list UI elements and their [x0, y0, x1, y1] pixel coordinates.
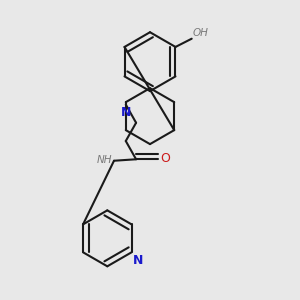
Text: O: O	[160, 152, 170, 165]
Text: OH: OH	[193, 28, 208, 38]
Text: N: N	[133, 254, 143, 267]
Text: NH: NH	[97, 155, 112, 165]
Text: N: N	[121, 106, 131, 119]
